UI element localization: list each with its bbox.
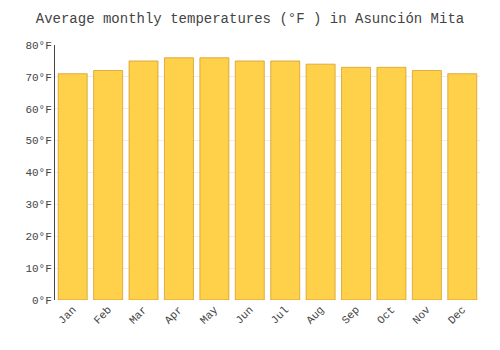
svg-text:60°F: 60°F xyxy=(25,104,51,116)
svg-text:Mar: Mar xyxy=(127,304,149,326)
svg-text:Jul: Jul xyxy=(269,304,291,326)
svg-text:Feb: Feb xyxy=(92,304,114,326)
svg-text:0°F: 0°F xyxy=(32,295,52,307)
svg-text:40°F: 40°F xyxy=(25,167,51,179)
svg-text:70°F: 70°F xyxy=(25,72,51,84)
svg-text:10°F: 10°F xyxy=(25,263,51,275)
svg-text:Dec: Dec xyxy=(446,304,468,326)
svg-text:30°F: 30°F xyxy=(25,199,51,211)
svg-text:20°F: 20°F xyxy=(25,231,51,243)
svg-text:Oct: Oct xyxy=(375,304,397,326)
svg-text:May: May xyxy=(198,304,221,327)
svg-text:Nov: Nov xyxy=(410,304,433,327)
svg-text:80°F: 80°F xyxy=(25,40,51,52)
svg-text:50°F: 50°F xyxy=(25,135,51,147)
svg-text:Jun: Jun xyxy=(233,304,255,326)
svg-text:Average monthly temperatures (: Average monthly temperatures (°F ) in As… xyxy=(36,11,464,27)
svg-text:Jan: Jan xyxy=(56,304,78,326)
svg-text:Sep: Sep xyxy=(340,304,362,326)
svg-text:Apr: Apr xyxy=(162,304,184,326)
svg-text:Aug: Aug xyxy=(304,304,326,326)
